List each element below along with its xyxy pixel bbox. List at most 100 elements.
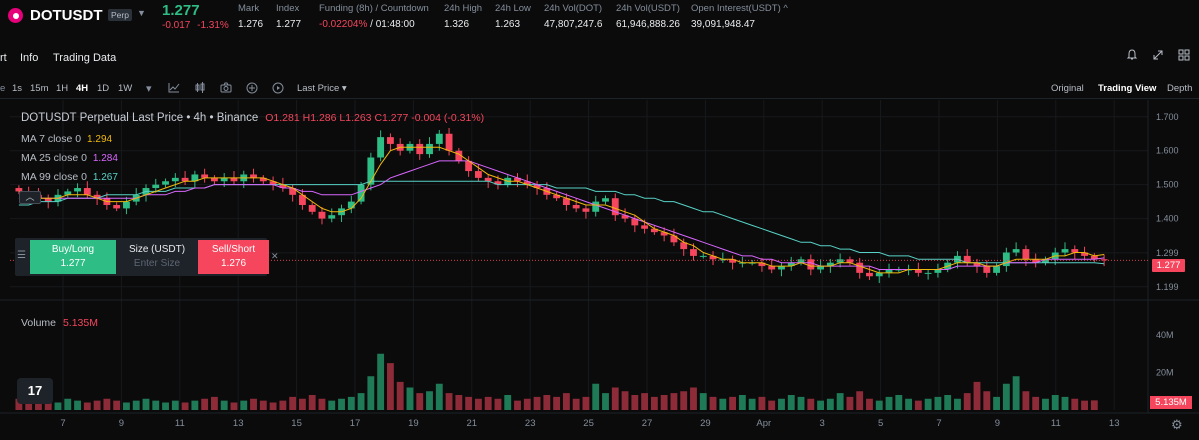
- candle: [846, 259, 854, 263]
- timeframe-1h[interactable]: 1H: [56, 83, 69, 94]
- add-icon[interactable]: [246, 82, 258, 97]
- candle: [582, 208, 590, 212]
- drag-handle-icon[interactable]: ☰: [17, 250, 26, 261]
- stat-24h-vol-dot: 24h Vol(DOT) 47,807,247.6: [544, 3, 602, 30]
- last-price: 1.277: [162, 2, 200, 19]
- candle-style-icon[interactable]: [194, 82, 206, 96]
- volume-bar: [963, 393, 971, 410]
- volume-bar: [1081, 400, 1088, 410]
- volume-bar: [719, 398, 727, 410]
- candle: [1081, 252, 1088, 256]
- candle: [328, 215, 336, 219]
- view-depth[interactable]: Depth: [1167, 83, 1193, 94]
- time-tick-label: 25: [583, 418, 594, 429]
- timeframe-1d[interactable]: 1D: [97, 83, 110, 94]
- candle: [279, 184, 287, 189]
- replay-icon[interactable]: [272, 82, 284, 97]
- volume-bar: [298, 398, 306, 410]
- candle: [1090, 255, 1098, 260]
- candle: [934, 269, 942, 273]
- tab-chart[interactable]: rt: [0, 52, 7, 64]
- stat-label[interactable]: Funding (8h) / Countdown: [319, 3, 429, 14]
- volume-bar: [787, 395, 795, 410]
- timeframe-1s[interactable]: 1s: [12, 83, 23, 94]
- candle: [797, 259, 805, 263]
- candle: [1012, 249, 1020, 253]
- timeframe-1w[interactable]: 1W: [118, 83, 133, 94]
- perp-badge: Perp: [108, 9, 132, 21]
- candle: [83, 188, 91, 195]
- volume-bar: [553, 396, 561, 410]
- volume-bar: [347, 396, 355, 410]
- candle: [572, 205, 580, 209]
- volume-bar: [602, 393, 609, 410]
- expand-icon[interactable]: [1150, 49, 1166, 65]
- volume-bar: [416, 393, 424, 410]
- gear-icon[interactable]: ⚙: [1171, 417, 1183, 432]
- volume-bar: [142, 398, 150, 410]
- candle: [1022, 249, 1030, 260]
- collapse-legend-chevron-icon[interactable]: ︿: [19, 191, 41, 204]
- volume-bar: [905, 398, 912, 410]
- volume-bar: [64, 398, 72, 410]
- time-tick-label: 29: [700, 418, 711, 429]
- layout-grid-icon[interactable]: [1176, 49, 1192, 65]
- candle: [259, 177, 267, 182]
- stat-funding: Funding (8h) / Countdown -0.02204% / 01:…: [319, 3, 429, 30]
- view-trading-view[interactable]: Trading View: [1098, 83, 1157, 94]
- volume-bar: [944, 395, 952, 410]
- volume-bar: [758, 396, 766, 410]
- volume-bar: [1022, 391, 1030, 410]
- buy-long-button[interactable]: Buy/Long 1.277: [30, 240, 116, 274]
- candle: [426, 143, 433, 155]
- time-scroll-caret[interactable]: e: [0, 83, 6, 94]
- candle: [553, 194, 561, 199]
- stat-label: Mark: [238, 3, 260, 14]
- ma99-legend[interactable]: MA 99 close 0 1.267: [21, 171, 118, 183]
- view-original[interactable]: Original: [1051, 83, 1084, 94]
- volume-bar: [25, 400, 33, 410]
- candle: [1002, 252, 1010, 267]
- volume-bar: [993, 396, 1000, 410]
- camera-icon[interactable]: [220, 82, 232, 96]
- time-tick-label: Apr: [756, 418, 771, 429]
- volume-bar: [484, 396, 492, 410]
- volume-label: Volume: [21, 317, 57, 329]
- volume-bar: [611, 387, 619, 410]
- volume-value: 5.135M: [62, 317, 98, 329]
- more-timeframes-chevron-icon[interactable]: ▾: [146, 83, 152, 95]
- candle: [318, 211, 326, 219]
- close-icon[interactable]: ✕: [271, 251, 279, 261]
- volume-bar: [35, 402, 42, 410]
- ma7-legend[interactable]: MA 7 close 0 1.294: [21, 133, 112, 145]
- sell-short-button[interactable]: Sell/Short 1.276: [198, 240, 269, 274]
- candle: [298, 194, 306, 205]
- nav-row: rt Info Trading Data: [0, 48, 1199, 70]
- tradingview-logo[interactable]: 17: [17, 378, 53, 404]
- tab-info[interactable]: Info: [20, 52, 39, 64]
- volume-bar: [318, 398, 326, 410]
- candle: [162, 181, 169, 185]
- price-type-select[interactable]: Last Price ▾: [297, 83, 347, 94]
- timeframe-4h[interactable]: 4H: [76, 83, 89, 94]
- volume-bar: [875, 400, 883, 410]
- ma25-legend[interactable]: MA 25 close 0 1.284: [21, 152, 118, 164]
- candle: [592, 201, 600, 212]
- volume-bar: [1012, 376, 1020, 410]
- price-chart[interactable]: 1.700 1.600 1.500 1.400 1.299 1.199 40M 20M 7 9 11…: [0, 100, 1199, 440]
- candle: [211, 177, 218, 182]
- symbol-name[interactable]: DOTUSDT: [30, 7, 103, 24]
- bell-icon[interactable]: [1124, 49, 1140, 65]
- volume-bar: [1051, 395, 1059, 410]
- indicator-chart-icon[interactable]: [168, 82, 180, 96]
- volume-bar: [113, 400, 121, 410]
- candle: [993, 266, 1000, 273]
- candle: [621, 215, 629, 219]
- size-input[interactable]: Size (USDT) Enter Size: [116, 240, 198, 274]
- info-caret-icon[interactable]: ^: [783, 3, 788, 14]
- timeframe-15m[interactable]: 15m: [30, 83, 49, 94]
- tab-trading-data[interactable]: Trading Data: [53, 52, 117, 64]
- symbol-dropdown-icon[interactable]: ▼: [137, 8, 146, 18]
- ma7-label: MA 7 close 0: [21, 133, 82, 145]
- candle: [377, 137, 385, 158]
